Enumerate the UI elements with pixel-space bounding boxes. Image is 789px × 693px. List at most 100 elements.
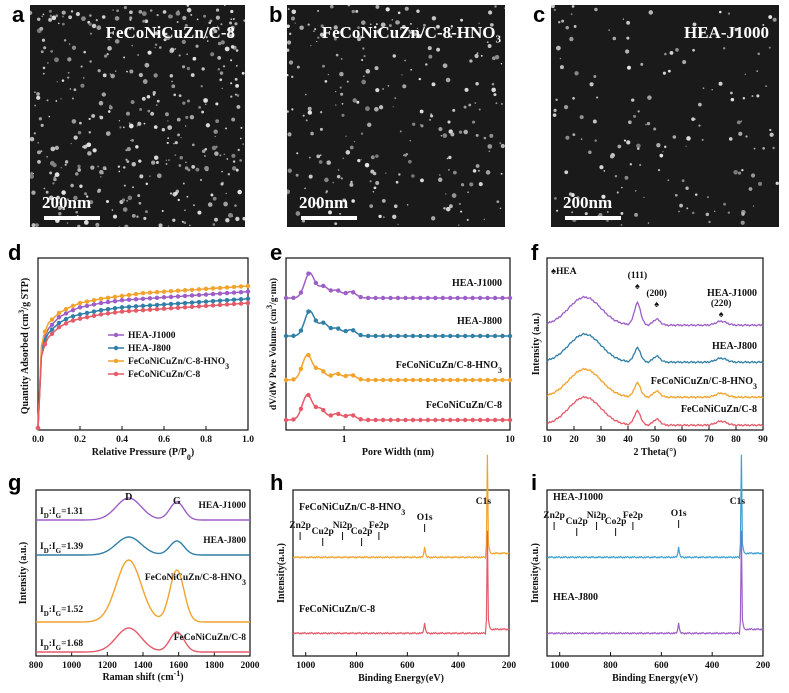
sem-particle xyxy=(150,111,155,116)
sem-particle xyxy=(135,145,139,149)
sem-particle xyxy=(153,73,158,78)
e-series-marker xyxy=(373,295,378,301)
sem-particle xyxy=(205,123,211,128)
d-series-marker xyxy=(63,306,69,312)
sem-particle xyxy=(142,19,146,23)
sem-particle xyxy=(345,135,347,137)
sem-particle xyxy=(317,205,321,209)
sem-particle xyxy=(692,22,697,27)
sem-particle xyxy=(500,63,503,65)
sem-particle xyxy=(603,170,606,172)
sem-particle xyxy=(49,14,53,18)
e-series-marker xyxy=(448,377,453,383)
sem-particle xyxy=(308,174,313,179)
e-series-marker xyxy=(440,417,445,423)
sem-particle xyxy=(136,215,139,218)
sem-particle xyxy=(42,66,46,70)
d-series-marker xyxy=(189,293,195,298)
sem-particle xyxy=(339,30,342,34)
sem-particle xyxy=(128,123,134,129)
g-axis-tick-label: 1800 xyxy=(205,661,224,671)
sem-particle xyxy=(616,191,619,194)
sem-particle xyxy=(50,146,56,152)
sem-particle xyxy=(396,20,400,25)
d-series-marker xyxy=(245,289,251,294)
h-peak-label: Fe2p xyxy=(369,521,389,531)
sem-particle xyxy=(296,152,299,155)
sem-particle xyxy=(48,17,53,22)
e-series-marker xyxy=(358,332,363,338)
sem-particle xyxy=(31,223,36,227)
sem-particle xyxy=(287,24,290,29)
sem-particle xyxy=(154,43,158,47)
i-series-line xyxy=(546,530,764,636)
d-series-marker xyxy=(217,285,223,291)
e-series-marker xyxy=(433,295,438,301)
e-series-marker xyxy=(313,404,319,410)
sem-particle xyxy=(705,212,710,217)
e-series-marker xyxy=(328,325,333,331)
sem-particle xyxy=(137,54,139,56)
sem-particle xyxy=(287,189,291,195)
sem-particle xyxy=(475,164,480,168)
sem-texture-c xyxy=(551,5,779,226)
sem-particle xyxy=(460,210,463,213)
sem-particle xyxy=(73,195,78,201)
sem-particle xyxy=(79,184,83,188)
sem-particle xyxy=(319,154,322,157)
sem-particle xyxy=(70,142,72,145)
sem-particle xyxy=(186,7,192,13)
sem-particle xyxy=(89,200,94,205)
sem-particle xyxy=(478,22,480,25)
sem-particle xyxy=(97,69,101,73)
sem-particle xyxy=(77,130,82,135)
sem-particle xyxy=(626,140,631,145)
e-series-marker xyxy=(283,295,289,301)
d-series-marker xyxy=(231,297,237,302)
e-series-marker xyxy=(433,333,438,339)
sem-particle xyxy=(772,17,777,22)
sem-particle xyxy=(551,5,555,9)
sem-particle xyxy=(409,31,412,34)
sem-particle xyxy=(474,53,479,59)
sem-particle xyxy=(45,190,49,194)
e-series-marker xyxy=(358,377,363,382)
sem-particle xyxy=(123,184,126,187)
sem-particle xyxy=(211,145,217,151)
d-series-marker xyxy=(49,327,55,332)
sem-particle xyxy=(634,190,637,192)
sem-particle xyxy=(174,191,178,196)
sem-particle xyxy=(211,32,214,35)
d-series-marker xyxy=(245,283,251,289)
sem-particle xyxy=(491,87,496,93)
sem-particle xyxy=(420,178,424,183)
d-series-marker xyxy=(84,310,90,316)
e-series-marker xyxy=(395,295,401,301)
sem-particle xyxy=(463,105,467,109)
sem-particle xyxy=(111,209,114,211)
scale-label-c: 200nm xyxy=(563,193,613,212)
f-axis-tick-label: 40 xyxy=(623,435,633,445)
sem-particle xyxy=(240,126,243,129)
sem-particle xyxy=(104,168,107,170)
sem-particle xyxy=(185,125,187,127)
e-series-marker xyxy=(343,413,348,419)
d-series-marker xyxy=(49,322,55,328)
sem-particle xyxy=(167,225,170,227)
sem-particle xyxy=(175,11,181,16)
h-series-label: FeCoNiCuZn/C-8 xyxy=(299,604,375,615)
e-series-marker xyxy=(388,417,393,423)
sem-particle xyxy=(428,54,433,59)
e-series-marker xyxy=(351,328,356,333)
sem-particle xyxy=(80,65,83,68)
sem-particle xyxy=(217,68,221,71)
sem-particle xyxy=(730,97,735,102)
d-series-marker xyxy=(105,295,111,301)
sem-particle xyxy=(226,158,229,160)
sem-particle xyxy=(237,189,242,195)
sem-particle xyxy=(373,186,377,190)
e-series-marker xyxy=(306,271,311,276)
e-series-marker xyxy=(463,295,468,301)
sem-particle xyxy=(153,125,158,129)
sem-particle xyxy=(624,175,629,180)
